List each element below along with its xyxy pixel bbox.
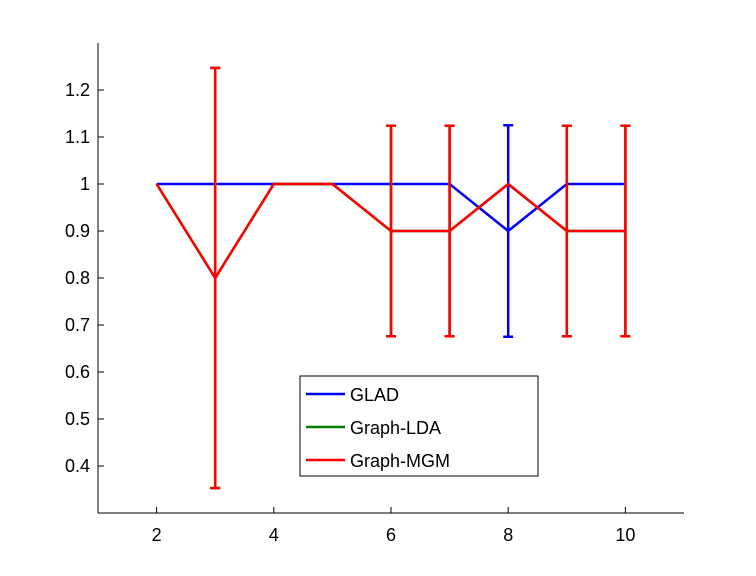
x-tick-label: 8 [503,525,513,545]
y-tick-label: 0.7 [65,315,90,335]
legend-label: GLAD [350,385,399,405]
plot-series [155,66,631,490]
y-tick-label: 1 [80,174,90,194]
y-tick-label: 0.9 [65,221,90,241]
x-tick-label: 2 [152,525,162,545]
y-tick-label: 0.5 [65,409,90,429]
x-tick-label: 6 [386,525,396,545]
x-tick-label: 10 [615,525,635,545]
legend-label: Graph-MGM [350,451,450,471]
y-tick-label: 0.8 [65,268,90,288]
legend: GLAD Graph-LDA Graph-MGM [299,375,539,477]
y-tick-label: 1.2 [65,80,90,100]
y-tick-label: 0.4 [65,456,90,476]
legend-label: Graph-LDA [350,418,441,438]
x-tick-label: 4 [269,525,279,545]
y-tick-label: 0.6 [65,362,90,382]
series-graph-mgm [155,66,631,490]
y-tick-label: 1.1 [65,127,90,147]
axes: 2 4 6 8 10 0.4 0.5 0.6 0.7 0.8 0.9 1 1.1 1.2 [65,43,684,545]
